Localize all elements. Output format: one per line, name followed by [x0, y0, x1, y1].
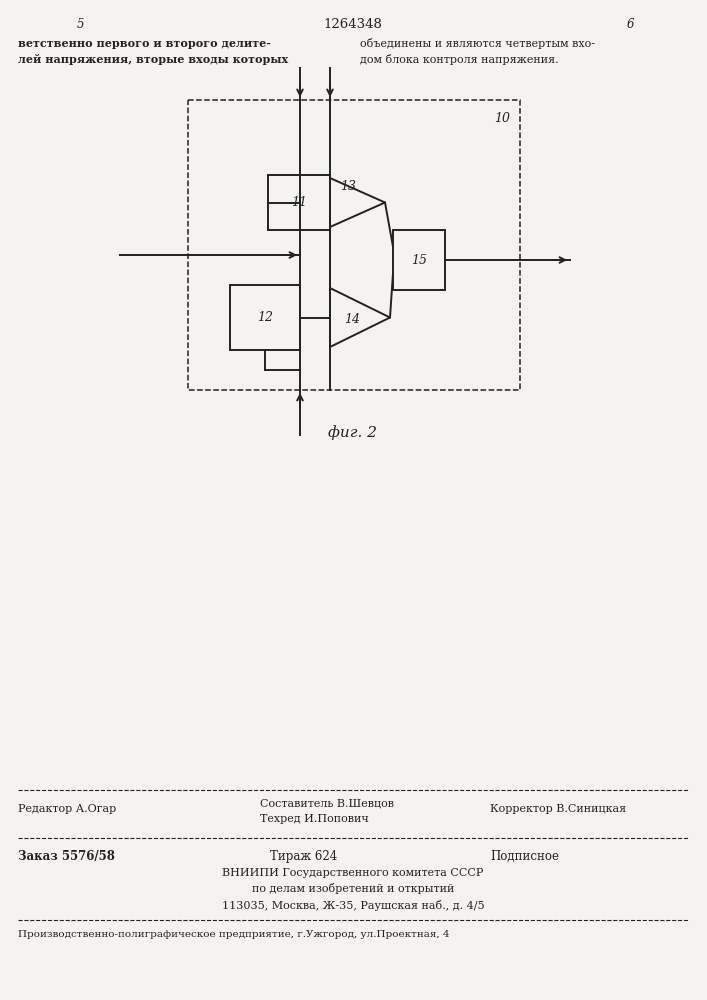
Text: 5: 5: [76, 18, 83, 31]
Text: объединены и являются четвертым вхо-
дом блока контроля напряжения.: объединены и являются четвертым вхо- дом…: [360, 38, 595, 65]
Text: 6: 6: [626, 18, 633, 31]
Text: Редактор А.Огар: Редактор А.Огар: [18, 804, 116, 814]
Text: Производственно-полиграфическое предприятие, г.Ужгород, ул.Проектная, 4: Производственно-полиграфическое предприя…: [18, 930, 450, 939]
Text: ветственно первого и второго делите-
лей напряжения, вторые входы которых: ветственно первого и второго делите- лей…: [18, 38, 288, 65]
Text: 10: 10: [494, 112, 510, 125]
Bar: [230, 285, 300, 350]
Text: 15: 15: [411, 253, 427, 266]
Text: Подписное: Подписное: [490, 850, 559, 863]
Bar: [393, 230, 445, 290]
Text: 1264348: 1264348: [324, 18, 382, 31]
Text: Техред И.Попович: Техред И.Попович: [260, 814, 369, 824]
Text: 11: 11: [291, 196, 307, 209]
Bar: [268, 175, 330, 230]
Text: 13: 13: [340, 180, 356, 192]
Text: Заказ 5576/58: Заказ 5576/58: [18, 850, 115, 863]
Text: Тираж 624: Тираж 624: [270, 850, 337, 863]
Text: 14: 14: [344, 313, 360, 326]
Text: 12: 12: [257, 311, 273, 324]
Text: фиг. 2: фиг. 2: [329, 425, 378, 440]
Text: ВНИИПИ Государственного комитета СССР
по делам изобретений и открытий
113035, Мо: ВНИИПИ Государственного комитета СССР по…: [222, 868, 484, 911]
Text: Составитель В.Шевцов: Составитель В.Шевцов: [260, 798, 394, 808]
Text: Корректор В.Синицкая: Корректор В.Синицкая: [490, 804, 626, 814]
